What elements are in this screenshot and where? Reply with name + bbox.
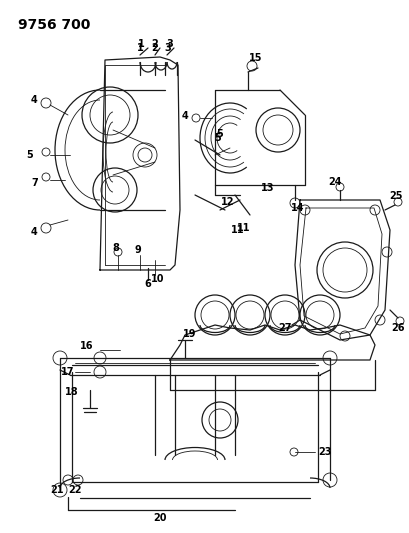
Text: 4: 4 xyxy=(181,111,188,121)
Text: 26: 26 xyxy=(390,323,404,333)
Text: 15: 15 xyxy=(249,53,262,63)
Text: 5: 5 xyxy=(214,133,221,143)
Text: 5: 5 xyxy=(27,150,33,160)
Text: 8: 8 xyxy=(112,243,119,253)
Text: 21: 21 xyxy=(50,485,63,495)
Text: 12: 12 xyxy=(221,197,234,207)
Text: 20: 20 xyxy=(153,513,166,523)
Text: 7: 7 xyxy=(31,178,38,188)
Text: 16: 16 xyxy=(80,341,94,351)
Text: 23: 23 xyxy=(317,447,331,457)
Text: 19: 19 xyxy=(183,329,196,339)
Text: 6: 6 xyxy=(144,279,151,289)
Text: 13: 13 xyxy=(261,183,274,193)
Text: 3: 3 xyxy=(166,39,173,49)
Text: 27: 27 xyxy=(278,323,291,333)
Text: 24: 24 xyxy=(328,177,341,187)
Text: 18: 18 xyxy=(65,387,79,397)
Text: 4: 4 xyxy=(31,227,37,237)
Text: 4: 4 xyxy=(31,95,37,105)
Text: 5: 5 xyxy=(216,129,223,139)
Text: 2: 2 xyxy=(151,43,158,53)
Text: 11: 11 xyxy=(231,225,244,235)
Text: 9756 700: 9756 700 xyxy=(18,18,90,32)
Text: 11: 11 xyxy=(237,223,250,233)
Text: 10: 10 xyxy=(151,274,164,284)
Text: 25: 25 xyxy=(388,191,402,201)
Text: 22: 22 xyxy=(68,485,81,495)
Text: 2: 2 xyxy=(151,39,158,49)
Text: 17: 17 xyxy=(61,367,74,377)
Text: 1: 1 xyxy=(137,39,144,49)
Text: 14: 14 xyxy=(290,203,304,213)
Text: 1: 1 xyxy=(136,43,143,53)
Text: 9: 9 xyxy=(134,245,141,255)
Text: 3: 3 xyxy=(164,43,171,53)
